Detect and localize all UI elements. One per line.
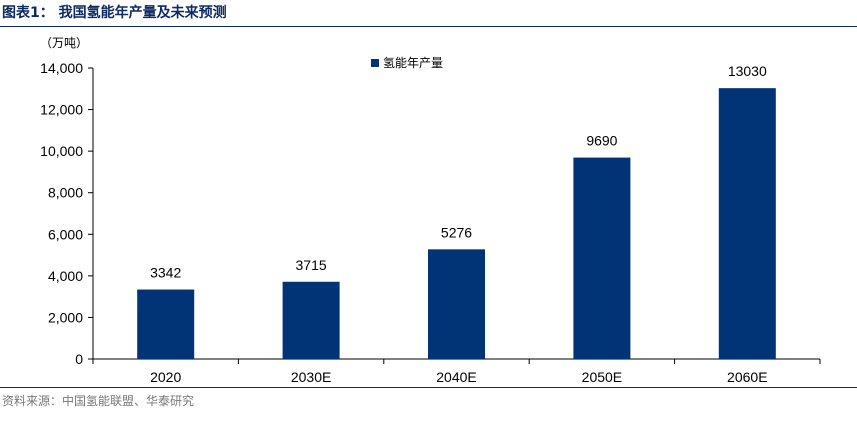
bar — [137, 289, 195, 359]
source-note: 资料来源：中国氢能联盟、华泰研究 — [2, 394, 195, 408]
data-label: 9690 — [586, 133, 617, 149]
y-tick-label: 10,000 — [40, 143, 83, 159]
y-tick-label: 0 — [75, 351, 83, 367]
legend-label: 氢能年产量 — [383, 55, 443, 70]
y-tick-label: 14,000 — [40, 60, 83, 76]
y-tick-label: 2,000 — [48, 309, 83, 325]
y-tick-label: 4,000 — [48, 268, 83, 284]
legend-swatch — [371, 59, 379, 67]
unit-label: （万吨） — [40, 36, 88, 50]
y-axis: 0 2,000 4,000 6,000 8,000 10,000 12,000 14,000 — [40, 60, 94, 367]
x-axis: 2020 2030E 2040E 2050E 2060E — [92, 358, 821, 385]
x-tick-label: 2030E — [291, 369, 331, 385]
data-label: 13030 — [728, 63, 767, 79]
x-tick-label: 2040E — [436, 369, 476, 385]
data-label: 3342 — [150, 265, 181, 281]
bar — [428, 249, 485, 359]
x-tick-label: 2060E — [727, 369, 767, 385]
data-label: 5276 — [441, 224, 472, 240]
bar — [573, 157, 631, 359]
legend: 氢能年产量 — [371, 55, 443, 70]
y-tick-label: 8,000 — [48, 185, 83, 201]
data-label: 3715 — [296, 257, 327, 273]
bar-chart: （万吨） 0 2,000 4,000 6,000 8,000 10,000 12,000 14… — [40, 36, 821, 385]
bars: 3342 3715 5276 9690 13030 — [137, 63, 776, 359]
bar — [282, 281, 340, 359]
header-divider — [0, 26, 857, 27]
figure-title: 图表1： 我国氢能年产量及未来预测 — [2, 5, 227, 21]
x-tick-label: 2050E — [582, 369, 622, 385]
x-tick-label: 2020 — [150, 369, 181, 385]
y-tick-label: 12,000 — [40, 102, 83, 118]
footer-divider — [0, 387, 857, 388]
bar — [718, 88, 776, 359]
y-tick-label: 6,000 — [48, 226, 83, 242]
